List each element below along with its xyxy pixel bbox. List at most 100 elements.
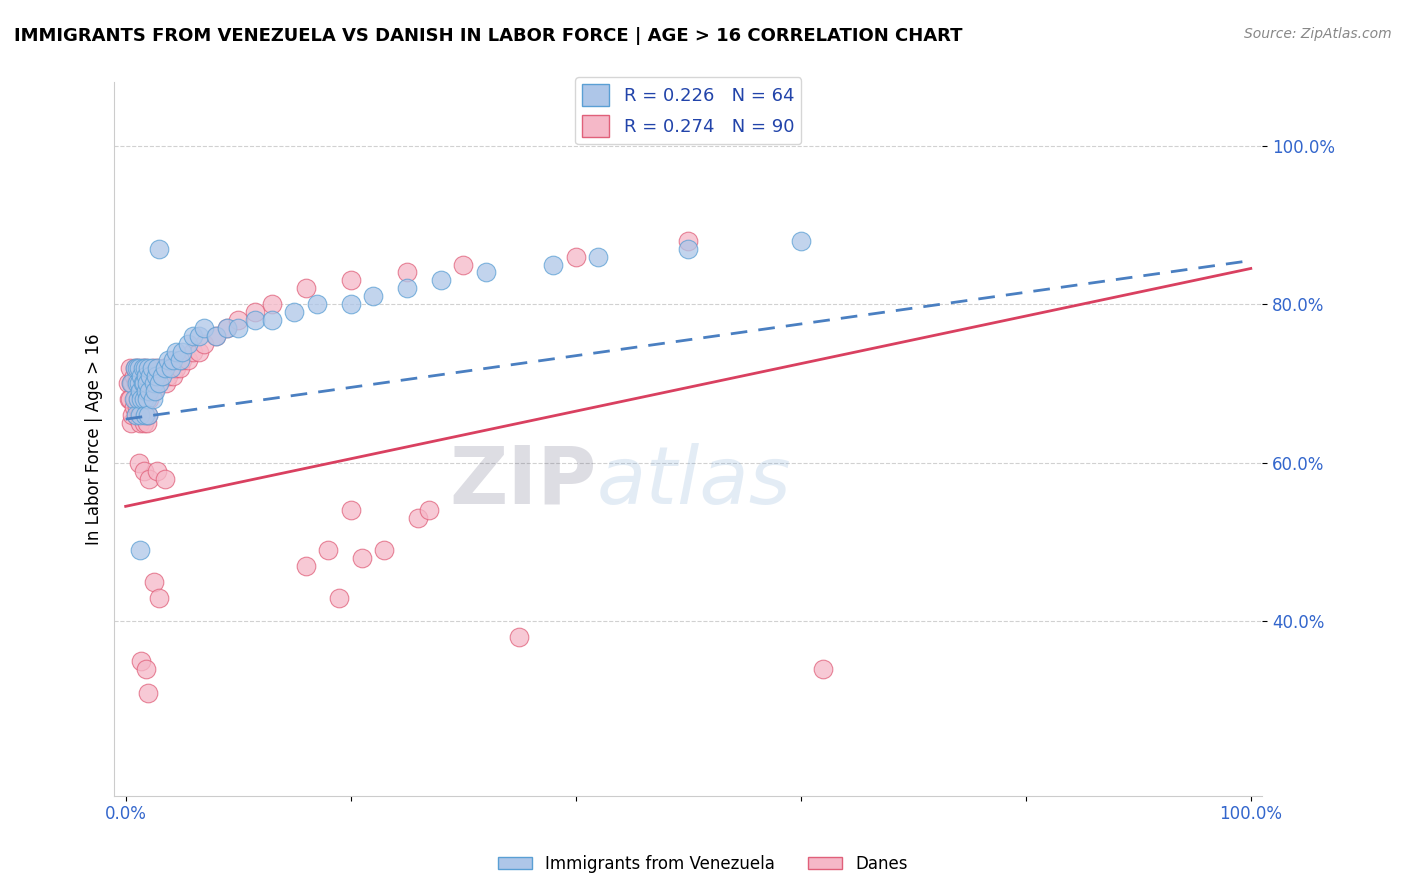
Text: IMMIGRANTS FROM VENEZUELA VS DANISH IN LABOR FORCE | AGE > 16 CORRELATION CHART: IMMIGRANTS FROM VENEZUELA VS DANISH IN L…: [14, 27, 963, 45]
Point: [339, 503, 361, 517]
Point: [676, 234, 699, 248]
Point: [145, 368, 167, 383]
Point: [124, 360, 146, 375]
Point: [142, 384, 165, 399]
Point: [127, 360, 149, 375]
Point: [128, 408, 150, 422]
Point: [128, 376, 150, 391]
Point: [157, 352, 180, 367]
Point: [193, 321, 215, 335]
Point: [135, 392, 157, 407]
Point: [138, 392, 160, 407]
Point: [131, 392, 153, 407]
Point: [146, 360, 169, 375]
Point: [134, 368, 156, 383]
Text: ZIP: ZIP: [449, 442, 596, 521]
Point: [148, 376, 170, 391]
Point: [132, 376, 155, 391]
Text: Source: ZipAtlas.com: Source: ZipAtlas.com: [1244, 27, 1392, 41]
Point: [125, 368, 148, 383]
Point: [131, 376, 153, 391]
Point: [122, 368, 145, 383]
Point: [395, 265, 418, 279]
Point: [148, 242, 170, 256]
Point: [131, 368, 153, 383]
Point: [121, 376, 143, 391]
Point: [316, 543, 339, 558]
Point: [451, 258, 474, 272]
Point: [146, 360, 169, 375]
Point: [153, 360, 176, 375]
Point: [226, 321, 249, 335]
Point: [226, 313, 249, 327]
Point: [124, 392, 146, 407]
Point: [361, 289, 384, 303]
Point: [153, 472, 176, 486]
Point: [136, 686, 159, 700]
Point: [127, 392, 149, 407]
Point: [339, 297, 361, 311]
Point: [162, 368, 184, 383]
Point: [136, 408, 159, 422]
Legend: Immigrants from Venezuela, Danes: Immigrants from Venezuela, Danes: [492, 848, 914, 880]
Point: [148, 591, 170, 605]
Point: [136, 376, 159, 391]
Point: [129, 416, 152, 430]
Point: [165, 344, 187, 359]
Point: [204, 329, 226, 343]
Point: [129, 543, 152, 558]
Point: [586, 250, 609, 264]
Point: [125, 376, 148, 391]
Point: [134, 408, 156, 422]
Point: [128, 456, 150, 470]
Point: [134, 360, 156, 375]
Point: [176, 336, 198, 351]
Point: [134, 408, 156, 422]
Point: [139, 376, 162, 391]
Point: [129, 384, 152, 399]
Point: [120, 416, 142, 430]
Point: [120, 376, 142, 391]
Point: [146, 464, 169, 478]
Point: [125, 408, 148, 422]
Point: [142, 392, 165, 407]
Point: [159, 360, 181, 375]
Point: [132, 392, 155, 407]
Point: [124, 360, 146, 375]
Point: [139, 368, 162, 383]
Point: [813, 662, 835, 676]
Point: [328, 591, 350, 605]
Point: [143, 384, 166, 399]
Point: [125, 376, 148, 391]
Point: [153, 360, 176, 375]
Point: [142, 574, 165, 589]
Point: [474, 265, 496, 279]
Point: [294, 558, 316, 573]
Point: [143, 376, 166, 391]
Point: [136, 408, 159, 422]
Point: [138, 472, 160, 486]
Point: [135, 368, 157, 383]
Point: [305, 297, 328, 311]
Point: [120, 376, 142, 391]
Legend: R = 0.226   N = 64, R = 0.274   N = 90: R = 0.226 N = 64, R = 0.274 N = 90: [575, 77, 801, 145]
Point: [215, 321, 238, 335]
Text: atlas: atlas: [596, 442, 792, 521]
Point: [142, 360, 165, 375]
Point: [429, 273, 451, 287]
Point: [138, 384, 160, 399]
Point: [181, 329, 204, 343]
Point: [131, 360, 153, 375]
Point: [204, 329, 226, 343]
Point: [170, 352, 193, 367]
Point: [125, 401, 148, 415]
Point: [243, 305, 266, 319]
Point: [128, 360, 150, 375]
Point: [155, 376, 177, 391]
Point: [120, 360, 142, 375]
Point: [159, 360, 181, 375]
Point: [148, 376, 170, 391]
Point: [136, 416, 159, 430]
Point: [122, 401, 145, 415]
Point: [406, 511, 429, 525]
